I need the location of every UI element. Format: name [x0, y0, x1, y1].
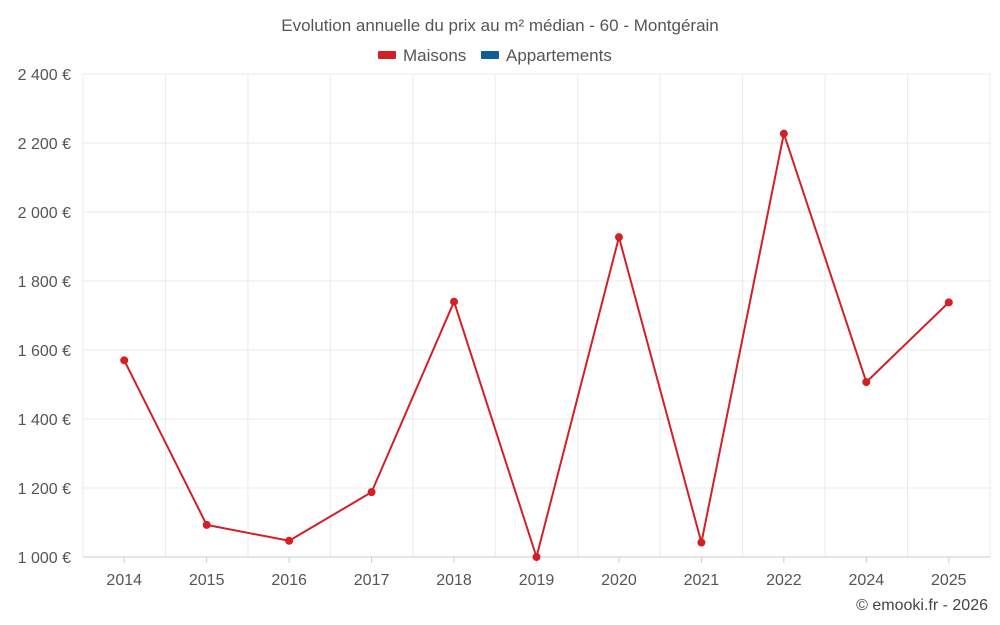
data-point[interactable] [450, 297, 459, 306]
y-tick-label: 2 000 € [18, 205, 71, 222]
data-point[interactable] [120, 356, 129, 365]
y-tick-label: 1 800 € [18, 274, 71, 291]
data-point[interactable] [367, 488, 376, 497]
grid-lines [82, 73, 991, 557]
legend-label-appartements[interactable]: Appartements [506, 46, 612, 65]
chart-title: Evolution annuelle du prix au m² médian … [281, 16, 719, 35]
legend-swatch-appartements [481, 51, 499, 59]
data-point[interactable] [202, 520, 211, 529]
data-point[interactable] [532, 553, 541, 561]
x-tick-label: 2020 [601, 572, 637, 589]
x-tick-label: 2018 [436, 572, 472, 589]
data-point[interactable] [862, 378, 871, 387]
y-tick-label: 2 400 € [18, 67, 71, 84]
y-axis: 1 000 € 1 200 € 1 400 € 1 600 € 1 800 € 2 000… [18, 67, 71, 567]
x-tick-label: 2014 [106, 572, 142, 589]
x-tick-label: 2021 [684, 572, 720, 589]
data-point[interactable] [697, 538, 706, 547]
data-point[interactable] [614, 233, 623, 242]
y-tick-label: 1 200 € [18, 481, 71, 498]
legend-swatch-maisons [378, 51, 396, 59]
x-tick-label: 2019 [519, 572, 555, 589]
y-tick-label: 1 400 € [18, 412, 71, 429]
legend-label-maisons[interactable]: Maisons [403, 46, 466, 65]
y-tick-label: 1 000 € [18, 550, 71, 567]
x-tick-label: 2024 [849, 572, 885, 589]
legend[interactable]: Maisons Appartements [378, 46, 612, 65]
x-tick-label: 2025 [931, 572, 967, 589]
x-tick-label: 2022 [766, 572, 802, 589]
data-point[interactable] [285, 536, 294, 545]
x-tick-label: 2015 [189, 572, 225, 589]
series-maisons [120, 129, 953, 561]
y-tick-label: 1 600 € [18, 343, 71, 360]
x-tick-label: 2017 [354, 572, 390, 589]
data-point[interactable] [779, 129, 788, 138]
x-tick-label: 2016 [271, 572, 307, 589]
x-axis: 2014 2015 2016 2017 2018 2019 2020 2021 2022 2024… [83, 556, 990, 589]
data-point[interactable] [944, 298, 953, 307]
y-tick-label: 2 200 € [18, 136, 71, 153]
credit-text: © emooki.fr - 2026 [856, 597, 988, 614]
